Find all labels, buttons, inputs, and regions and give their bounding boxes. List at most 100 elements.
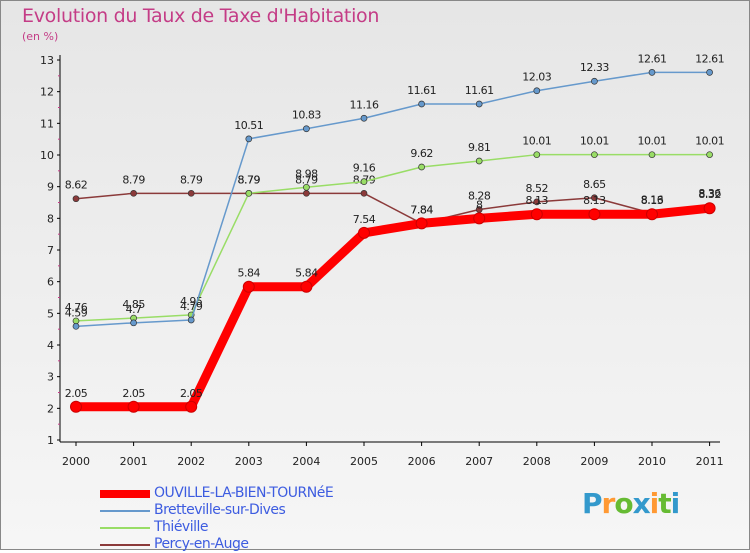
- data-label: 8.79: [238, 173, 261, 186]
- data-point: [303, 189, 310, 197]
- data-label: 8.13: [641, 194, 664, 207]
- legend-swatch: [100, 544, 150, 546]
- data-point: [648, 151, 656, 159]
- data-point: [591, 151, 598, 159]
- data-label: 4.59: [65, 306, 88, 319]
- chart-title: Evolution du Taux de Taxe d'Habitation: [22, 5, 380, 27]
- series-line: [71, 203, 715, 412]
- x-tick-label: 2005: [350, 455, 378, 468]
- x-tick-label: 2000: [62, 455, 90, 468]
- logo-letter: i: [670, 487, 681, 520]
- data-label: 4.7: [126, 303, 142, 316]
- data-point: [360, 189, 368, 197]
- data-label: 9.16: [353, 162, 376, 175]
- data-point: [533, 151, 541, 159]
- series-line: [75, 71, 711, 328]
- y-tick-label: 7: [47, 244, 54, 257]
- logo-letter: t: [658, 487, 671, 520]
- data-point: [706, 151, 713, 159]
- x-tick-label: 2009: [580, 455, 608, 468]
- data-label: 12.61: [695, 52, 724, 65]
- data-label: 8.28: [468, 189, 491, 202]
- x-tick-label: 2006: [408, 455, 436, 468]
- data-label: 10.01: [522, 135, 551, 148]
- data-label: 8.79: [295, 173, 318, 186]
- data-point: [533, 87, 541, 95]
- data-point: [360, 178, 368, 185]
- data-point: [185, 400, 198, 413]
- data-label: 8.79: [122, 173, 145, 186]
- logo-letter: x: [632, 487, 651, 520]
- data-label: 4.76: [65, 301, 88, 314]
- y-tick-label: 3: [47, 371, 54, 384]
- x-tick-label: 2001: [120, 455, 148, 468]
- data-point: [358, 226, 370, 239]
- data-point: [418, 100, 425, 108]
- data-label: 7.84: [410, 203, 433, 216]
- y-tick-label: 2: [47, 402, 54, 415]
- data-label: 10.83: [292, 109, 321, 122]
- data-label: 12.61: [638, 52, 667, 65]
- x-tick-label: 2010: [638, 455, 666, 468]
- chart-subtitle: (en %): [22, 30, 59, 43]
- data-label: 8.52: [526, 182, 549, 195]
- x-tick-label: 2008: [523, 455, 551, 468]
- data-point: [591, 77, 598, 85]
- data-point: [360, 114, 368, 122]
- legend-label: Percy-en-Auge: [154, 536, 249, 552]
- data-label: 12.03: [522, 71, 551, 84]
- y-tick-label: 4: [47, 339, 54, 352]
- x-tick-label: 2007: [465, 455, 493, 468]
- data-label: 12.33: [580, 61, 609, 74]
- data-point: [70, 400, 82, 413]
- y-tick-label: 13: [40, 54, 54, 67]
- y-tick-label: 11: [40, 117, 54, 130]
- data-point: [588, 208, 601, 221]
- data-label: 8.79: [180, 173, 203, 186]
- data-label: 5.84: [238, 267, 261, 280]
- data-label: 8.65: [583, 178, 606, 191]
- data-point: [242, 280, 255, 293]
- data-point: [303, 183, 310, 191]
- data-point: [127, 400, 140, 413]
- data-label: 9.62: [410, 147, 433, 160]
- data-point: [473, 212, 486, 225]
- data-label: 10.51: [234, 119, 263, 132]
- legend-label: Thiéville: [154, 519, 209, 535]
- data-point: [530, 208, 543, 221]
- legend-swatch: [100, 510, 150, 512]
- x-tick-label: 2003: [235, 455, 263, 468]
- data-point: [591, 194, 598, 202]
- data-label: 2.05: [65, 387, 88, 400]
- data-point: [533, 198, 541, 206]
- legend-swatch: [100, 527, 150, 529]
- data-label: 11.61: [407, 84, 436, 97]
- data-point: [646, 208, 658, 221]
- data-label: 10.01: [580, 135, 609, 148]
- logo-letter: P: [582, 487, 603, 520]
- data-label: 8.98: [295, 167, 318, 180]
- y-tick-label: 8: [47, 212, 54, 225]
- data-label: 7.54: [353, 213, 376, 226]
- data-point: [245, 135, 253, 143]
- x-tick-label: 2004: [292, 455, 320, 468]
- x-tick-label: 2011: [696, 455, 724, 468]
- data-point: [72, 322, 80, 330]
- data-point: [187, 316, 195, 324]
- data-label: 8.13: [526, 194, 549, 207]
- data-point: [703, 202, 716, 215]
- data-label: 2.05: [122, 387, 145, 400]
- data-point: [418, 163, 425, 171]
- x-tick-label: 2002: [177, 455, 205, 468]
- data-label: 10.01: [695, 135, 724, 148]
- data-label: 8.13: [583, 194, 606, 207]
- y-tick-label: 6: [47, 276, 54, 289]
- data-point: [648, 68, 656, 76]
- data-label: 4.85: [122, 298, 145, 311]
- series-line: [75, 192, 711, 225]
- data-label: 9.81: [468, 141, 491, 154]
- data-label: 8.32: [698, 188, 721, 201]
- data-point: [187, 189, 195, 197]
- data-point: [130, 189, 137, 197]
